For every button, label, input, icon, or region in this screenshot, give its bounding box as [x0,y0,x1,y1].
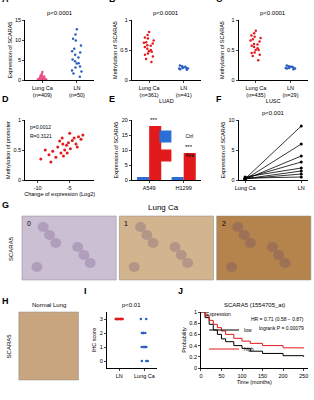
svg-text:0: 0 [125,77,128,83]
svg-text:Lung Ca(n=361): Lung Ca(n=361) [139,85,161,98]
svg-text:H: H [2,296,9,306]
svg-text:0.6: 0.6 [189,331,197,337]
svg-text:Ctrl: Ctrl [185,133,193,139]
svg-text:J: J [178,286,183,296]
svg-text:R=0.3121: R=0.3121 [30,133,52,139]
svg-text:p<0.0001: p<0.0001 [47,10,73,16]
svg-text:0: 0 [232,177,235,183]
svg-text:D: D [2,94,9,104]
svg-text:B: B [109,0,116,4]
svg-text:0: 0 [100,358,103,364]
svg-text:LN: LN [298,185,305,191]
svg-text:IHC score: IHC score [91,328,97,352]
svg-text:p<0.001: p<0.001 [262,110,285,116]
svg-text:LN: LN [116,373,123,379]
svg-text:p=0.0012: p=0.0012 [30,124,51,130]
svg-text:50: 50 [218,373,224,379]
svg-text:10: 10 [229,117,235,123]
svg-text:0: 0 [27,220,31,227]
svg-text:5: 5 [18,57,21,63]
svg-text:0: 0 [18,77,21,83]
svg-text:Aza: Aza [185,152,194,158]
svg-text:Lung Ca: Lung Ca [148,203,179,212]
svg-text:200: 200 [278,373,287,379]
svg-text:3: 3 [100,316,103,322]
svg-text:1: 1 [18,117,21,123]
svg-text:0: 0 [125,177,128,183]
svg-text:0.5: 0.5 [120,47,128,53]
svg-text:C: C [216,0,223,4]
svg-text:Expression of SCARA5: Expression of SCARA5 [113,122,119,179]
svg-text:A: A [2,0,9,4]
svg-text:Methylation of SCARA5: Methylation of SCARA5 [112,21,118,79]
svg-text:***: *** [185,144,193,150]
svg-text:Lung Ca: Lung Ca [134,373,156,379]
svg-text:Lung Ca(n=409): Lung Ca(n=409) [32,85,54,98]
svg-text:I: I [84,286,87,296]
svg-text:20: 20 [122,117,128,123]
svg-text:LUAD: LUAD [159,98,174,104]
svg-text:10: 10 [122,147,128,153]
svg-text:F: F [216,94,222,104]
svg-text:LN(n=50): LN(n=50) [69,85,85,98]
svg-text:Expression of SCARA5: Expression of SCARA5 [7,22,13,79]
svg-text:H1299: H1299 [176,185,192,191]
svg-text:1: 1 [125,17,128,23]
svg-text:10: 10 [15,37,21,43]
svg-text:logrank P = 0.00079: logrank P = 0.00079 [259,325,304,331]
svg-text:LUSC: LUSC [266,98,281,104]
svg-text:0.5: 0.5 [13,147,21,153]
svg-text:Methylation of SCARA5: Methylation of SCARA5 [219,21,225,79]
svg-text:1: 1 [100,344,103,350]
svg-text:0: 0 [199,373,202,379]
svg-text:Normal Lung: Normal Lung [32,302,66,308]
svg-text:Methylation of promoter: Methylation of promoter [5,121,11,179]
svg-text:SCARA5: SCARA5 [6,334,12,359]
svg-text:Time (months): Time (months) [237,379,272,385]
svg-text:0: 0 [18,177,21,183]
svg-text:0.2: 0.2 [189,354,197,360]
svg-text:Probability: Probability [181,327,187,353]
svg-text:0.5: 0.5 [227,47,235,53]
svg-text:Lung Ca(n=435): Lung Ca(n=435) [246,85,268,98]
svg-text:0.8: 0.8 [189,320,197,326]
svg-text:1: 1 [232,17,235,23]
svg-text:5: 5 [232,147,235,153]
svg-text:100: 100 [237,373,246,379]
svg-text:SCARA5: SCARA5 [8,236,14,261]
svg-text:-10: -10 [34,185,42,191]
svg-text:0: 0 [232,77,235,83]
svg-text:1: 1 [194,309,197,315]
svg-text:HR = 0.71 (0.58 − 0.87): HR = 0.71 (0.58 − 0.87) [251,316,304,322]
svg-text:2: 2 [222,220,226,227]
svg-text:Change of expression (Log2): Change of expression (Log2) [24,191,95,197]
svg-text:LN(n=41): LN(n=41) [176,85,192,98]
svg-text:0.4: 0.4 [189,343,197,349]
svg-text:Lung Ca: Lung Ca [235,185,257,191]
svg-text:p<0.0001: p<0.0001 [260,10,286,16]
svg-text:1: 1 [124,220,128,227]
svg-text:5: 5 [125,162,128,168]
svg-text:p<0.0001: p<0.0001 [153,10,179,16]
svg-text:high: high [244,346,254,352]
svg-text:A549: A549 [143,185,156,191]
svg-text:2: 2 [100,330,103,336]
svg-text:SCARA5 (1554705_at): SCARA5 (1554705_at) [224,302,285,308]
svg-text:Expression of SCARA5: Expression of SCARA5 [220,122,226,179]
svg-text:15: 15 [122,132,128,138]
svg-text:250: 250 [299,373,308,379]
svg-text:150: 150 [258,373,267,379]
svg-text:p<0.01: p<0.01 [122,302,141,308]
svg-text:15: 15 [15,17,21,23]
svg-text:low: low [244,327,252,333]
svg-text:0: 0 [194,365,197,371]
svg-text:LN(n=29): LN(n=29) [282,85,298,98]
svg-text:Expression: Expression [206,311,231,317]
svg-text:***: *** [150,117,158,123]
svg-text:E: E [109,94,115,104]
svg-text:G: G [2,200,9,210]
svg-text:-5: -5 [67,185,72,191]
